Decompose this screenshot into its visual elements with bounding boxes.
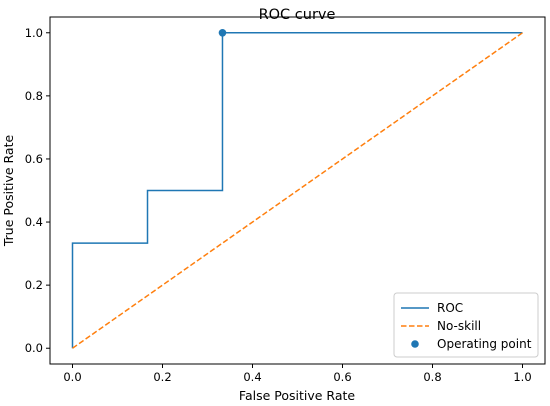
x-tick-label: 0.2: [153, 370, 171, 384]
y-tick-label: 0.2: [25, 278, 43, 292]
plot-area: [71, 28, 523, 349]
x-axis-label: False Positive Rate: [239, 388, 355, 403]
y-axis-ticks: 0.0 0.2 0.4 0.6 0.8 1.0: [25, 26, 50, 355]
no-skill-line: [72, 32, 523, 349]
legend-operating-point-swatch: [411, 340, 419, 348]
x-tick-label: 1.0: [513, 370, 531, 384]
operating-point-marker: [218, 28, 227, 37]
x-tick-label: 0.6: [333, 370, 351, 384]
legend: ROC No-skill Operating point: [393, 292, 539, 358]
legend-roc-label: ROC: [437, 301, 463, 315]
plot-frame: [49, 16, 546, 365]
x-tick-label: 0.8: [423, 370, 441, 384]
x-axis-ticks: 0.0 0.2 0.4 0.6 0.8 1.0: [63, 364, 532, 384]
y-axis-label: True Positive Rate: [1, 135, 16, 248]
legend-operating-point-label: Operating point: [437, 337, 532, 351]
y-tick-label: 0.0: [25, 341, 43, 355]
x-tick-label: 0.0: [63, 370, 81, 384]
y-tick-label: 0.4: [25, 215, 43, 229]
y-tick-label: 0.6: [25, 152, 43, 166]
y-tick-label: 0.8: [25, 89, 43, 103]
y-tick-label: 1.0: [25, 26, 43, 40]
legend-no-skill-label: No-skill: [437, 319, 481, 333]
legend-frame: [393, 292, 539, 358]
chart-title: ROC curve: [259, 7, 336, 23]
x-tick-label: 0.4: [243, 370, 261, 384]
